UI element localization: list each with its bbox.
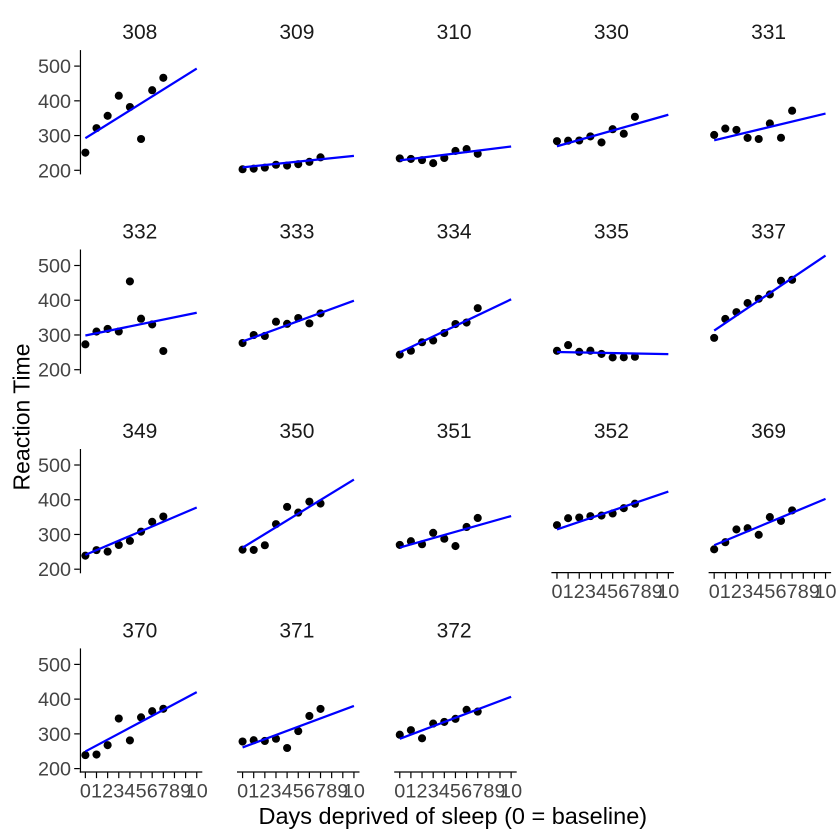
svg-text:3: 3 — [585, 581, 596, 603]
svg-text:Days deprived of sleep (0 = ba: Days deprived of sleep (0 = baseline) — [258, 803, 647, 829]
svg-text:8: 8 — [798, 581, 809, 603]
svg-text:5: 5 — [450, 780, 461, 802]
svg-text:10: 10 — [343, 780, 365, 802]
svg-text:2: 2 — [416, 780, 427, 802]
svg-text:3: 3 — [113, 780, 124, 802]
svg-text:349: 349 — [122, 420, 157, 443]
svg-text:0: 0 — [551, 581, 562, 603]
svg-text:300: 300 — [38, 126, 71, 148]
svg-text:200: 200 — [38, 360, 71, 382]
svg-text:7: 7 — [315, 780, 326, 802]
svg-text:300: 300 — [38, 724, 71, 746]
svg-text:2: 2 — [731, 581, 742, 603]
svg-text:6: 6 — [775, 581, 786, 603]
svg-text:6: 6 — [147, 780, 158, 802]
svg-text:9: 9 — [652, 581, 663, 603]
svg-text:9: 9 — [337, 780, 348, 802]
svg-text:7: 7 — [472, 780, 483, 802]
svg-text:4: 4 — [596, 581, 607, 603]
svg-text:400: 400 — [38, 290, 71, 312]
svg-text:335: 335 — [594, 221, 629, 244]
svg-text:6: 6 — [304, 780, 315, 802]
svg-text:6: 6 — [461, 780, 472, 802]
svg-text:9: 9 — [494, 780, 505, 802]
svg-text:10: 10 — [186, 780, 208, 802]
svg-text:337: 337 — [751, 221, 786, 244]
svg-text:8: 8 — [641, 581, 652, 603]
svg-text:332: 332 — [122, 221, 157, 244]
svg-text:350: 350 — [279, 420, 314, 443]
svg-text:500: 500 — [38, 256, 71, 278]
svg-text:3: 3 — [270, 780, 281, 802]
svg-text:4: 4 — [439, 780, 450, 802]
svg-text:300: 300 — [38, 325, 71, 347]
svg-text:200: 200 — [38, 160, 71, 182]
svg-text:400: 400 — [38, 91, 71, 113]
svg-text:500: 500 — [38, 654, 71, 676]
svg-text:330: 330 — [594, 21, 629, 44]
svg-text:10: 10 — [500, 780, 522, 802]
svg-text:2: 2 — [574, 581, 585, 603]
svg-text:1: 1 — [563, 581, 574, 603]
svg-text:334: 334 — [437, 221, 472, 244]
svg-text:2: 2 — [259, 780, 270, 802]
svg-text:1: 1 — [720, 581, 731, 603]
svg-text:1: 1 — [405, 780, 416, 802]
svg-text:352: 352 — [594, 420, 629, 443]
svg-text:500: 500 — [38, 455, 71, 477]
svg-text:3: 3 — [428, 780, 439, 802]
svg-text:400: 400 — [38, 689, 71, 711]
svg-text:4: 4 — [124, 780, 135, 802]
svg-text:8: 8 — [169, 780, 180, 802]
svg-text:200: 200 — [38, 559, 71, 581]
svg-text:200: 200 — [38, 759, 71, 781]
svg-text:333: 333 — [279, 221, 314, 244]
svg-text:5: 5 — [764, 581, 775, 603]
svg-text:0: 0 — [237, 780, 248, 802]
svg-text:331: 331 — [751, 21, 786, 44]
svg-text:369: 369 — [751, 420, 786, 443]
svg-text:2: 2 — [102, 780, 113, 802]
svg-text:400: 400 — [38, 490, 71, 512]
svg-text:1: 1 — [248, 780, 259, 802]
svg-text:8: 8 — [326, 780, 337, 802]
svg-text:7: 7 — [629, 581, 640, 603]
svg-text:5: 5 — [607, 581, 618, 603]
svg-text:372: 372 — [437, 619, 472, 642]
svg-text:3: 3 — [742, 581, 753, 603]
svg-text:1: 1 — [91, 780, 102, 802]
svg-text:5: 5 — [136, 780, 147, 802]
svg-text:7: 7 — [158, 780, 169, 802]
svg-text:9: 9 — [809, 581, 820, 603]
svg-text:0: 0 — [80, 780, 91, 802]
svg-text:0: 0 — [709, 581, 720, 603]
svg-text:371: 371 — [279, 619, 314, 642]
svg-text:9: 9 — [180, 780, 191, 802]
svg-text:4: 4 — [753, 581, 764, 603]
svg-text:5: 5 — [293, 780, 304, 802]
svg-text:308: 308 — [122, 21, 157, 44]
svg-text:8: 8 — [483, 780, 494, 802]
svg-text:6: 6 — [618, 581, 629, 603]
svg-text:10: 10 — [657, 581, 679, 603]
svg-text:500: 500 — [38, 56, 71, 78]
svg-text:Reaction Time: Reaction Time — [9, 343, 35, 490]
svg-text:4: 4 — [282, 780, 293, 802]
svg-text:0: 0 — [394, 780, 405, 802]
svg-text:351: 351 — [437, 420, 472, 443]
svg-text:310: 310 — [437, 21, 472, 44]
svg-text:7: 7 — [787, 581, 798, 603]
svg-text:370: 370 — [122, 619, 157, 642]
svg-text:10: 10 — [814, 581, 836, 603]
svg-text:300: 300 — [38, 525, 71, 547]
svg-text:309: 309 — [279, 21, 314, 44]
